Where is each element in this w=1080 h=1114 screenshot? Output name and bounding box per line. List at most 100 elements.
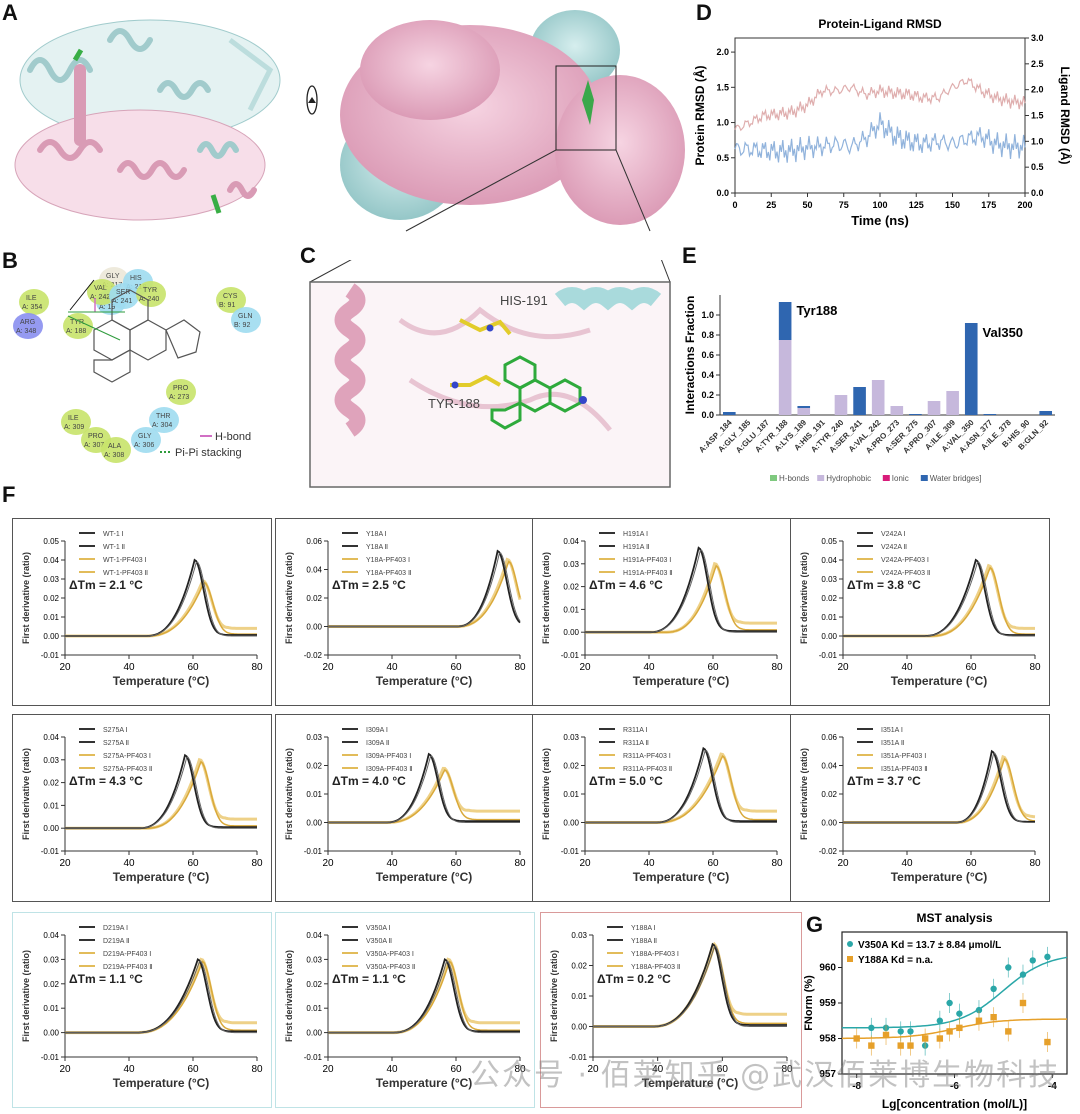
svg-text:0.02: 0.02 [306, 980, 322, 989]
svg-text:80: 80 [771, 858, 783, 869]
bar-A:VAL_242 [871, 380, 885, 415]
svg-text:First derivative (ratio): First derivative (ratio) [284, 552, 294, 644]
svg-text:0.02: 0.02 [821, 594, 837, 603]
svg-text:PRO: PRO [88, 433, 104, 440]
svg-text:WT-1 Ⅰ: WT-1 Ⅰ [103, 531, 124, 538]
svg-text:1.0: 1.0 [716, 118, 729, 128]
svg-text:FNorm (%): FNorm (%) [803, 975, 815, 1031]
svg-text:D219A-PF403 Ⅰ: D219A-PF403 Ⅰ [103, 951, 151, 958]
svg-text:V350A-PF403 Ⅰ: V350A-PF403 Ⅰ [366, 951, 414, 958]
annotation-his-191: HIS-191 [500, 293, 548, 308]
panel-label-c: C [300, 243, 316, 268]
svg-text:V350A-PF403 Ⅱ: V350A-PF403 Ⅱ [366, 964, 415, 971]
svg-text:ΔTm = 1.1 °C: ΔTm = 1.1 °C [69, 972, 143, 986]
svg-text:Lg[concentration (mol/L)]: Lg[concentration (mol/L)] [882, 1097, 1027, 1111]
svg-text:200: 200 [1017, 200, 1032, 210]
svg-text:A: 273: A: 273 [169, 394, 189, 401]
svg-text:B: 92: B: 92 [234, 322, 250, 329]
svg-text:A: 188: A: 188 [66, 328, 86, 335]
svg-text:H-bonds: H-bonds [779, 474, 809, 483]
svg-text:A: 308: A: 308 [104, 452, 124, 459]
svg-text:A: 242: A: 242 [90, 294, 110, 301]
svg-text:60: 60 [187, 662, 199, 673]
svg-text:A: 241: A: 241 [112, 298, 132, 305]
svg-text:SER: SER [116, 289, 130, 296]
svg-text:Temperature (°C): Temperature (°C) [891, 870, 988, 884]
svg-text:80: 80 [251, 662, 263, 673]
svg-text:20: 20 [837, 858, 849, 869]
svg-text:0.5: 0.5 [716, 153, 729, 163]
svg-text:0.01: 0.01 [563, 605, 579, 614]
svg-text:S275A Ⅱ: S275A Ⅱ [103, 740, 129, 747]
svg-text:V350A Ⅰ: V350A Ⅰ [366, 925, 391, 932]
svg-text:Y188A-PF403 Ⅰ: Y188A-PF403 Ⅰ [631, 951, 679, 958]
svg-text:60: 60 [707, 662, 719, 673]
svg-text:First derivative (ratio): First derivative (ratio) [284, 950, 294, 1042]
svg-text:0.00: 0.00 [306, 1029, 322, 1038]
svg-text:959: 959 [819, 998, 836, 1009]
svg-text:0.00: 0.00 [43, 824, 59, 833]
svg-text:0.00: 0.00 [821, 632, 837, 641]
svg-text:0.6: 0.6 [701, 350, 714, 360]
svg-text:ΔTm = 2.5 °C: ΔTm = 2.5 °C [332, 578, 406, 592]
bar-A:ILE_309 [946, 391, 959, 415]
svg-text:I309A Ⅱ: I309A Ⅱ [366, 740, 389, 747]
residue-pro-A273: PRO A: 273 [166, 379, 196, 405]
svg-text:-0.01: -0.01 [561, 651, 580, 660]
svg-text:Tyr188: Tyr188 [796, 303, 837, 318]
svg-text:0.02: 0.02 [306, 594, 322, 603]
svg-text:0.0: 0.0 [716, 188, 729, 198]
svg-text:D219A-PF403 Ⅱ: D219A-PF403 Ⅱ [103, 964, 153, 971]
svg-text:H191A Ⅰ: H191A Ⅰ [623, 531, 648, 538]
svg-text:0.04: 0.04 [821, 556, 837, 565]
dsf-plot-wt-1: 20 40 60 80 -0.01 0.00 0.01 0.02 0.03 0.04 0.05 Tem… [12, 518, 272, 706]
svg-text:0.02: 0.02 [571, 962, 587, 971]
svg-text:80: 80 [1029, 858, 1041, 869]
svg-text:R311A-PF403 Ⅱ: R311A-PF403 Ⅱ [623, 766, 672, 773]
watermark: 公众号 · 佰莱知乎 @武汉佰莱博生物科技 [470, 1058, 1061, 1093]
svg-text:Temperature (°C): Temperature (°C) [633, 674, 730, 688]
svg-text:First derivative (ratio): First derivative (ratio) [541, 552, 551, 644]
svg-text:First derivative (ratio): First derivative (ratio) [541, 748, 551, 840]
svg-text:100: 100 [872, 200, 887, 210]
svg-text:960: 960 [819, 963, 836, 974]
svg-text:A: 306: A: 306 [134, 442, 154, 449]
svg-text:A: 309: A: 309 [64, 424, 84, 431]
svg-text:40: 40 [386, 662, 398, 673]
dsf-plot-i309a: 20 40 60 80 -0.01 0.00 0.01 0.02 0.03 Temperature… [275, 714, 535, 902]
svg-text:2.0: 2.0 [716, 47, 729, 57]
svg-text:60: 60 [450, 662, 462, 673]
svg-text:ΔTm = 3.8 °C: ΔTm = 3.8 °C [847, 578, 921, 592]
svg-text:-4: -4 [1048, 1081, 1057, 1092]
svg-text:I309A-PF403 Ⅰ: I309A-PF403 Ⅰ [366, 753, 411, 760]
svg-text:0.00: 0.00 [563, 628, 579, 637]
residue-arg-A348: ARG A: 348 [13, 313, 43, 339]
residue-ser-A241: SER A: 241 [109, 283, 139, 309]
svg-text:80: 80 [771, 662, 783, 673]
svg-text:ILE: ILE [68, 415, 79, 422]
svg-text:GLY: GLY [106, 273, 120, 280]
svg-text:ΔTm = 2.1 °C: ΔTm = 2.1 °C [69, 578, 143, 592]
svg-text:80: 80 [251, 858, 263, 869]
svg-text:V350A Kd = 13.7 ± 8.84 μmol/L: V350A Kd = 13.7 ± 8.84 μmol/L [858, 940, 1001, 951]
svg-text:75: 75 [839, 200, 849, 210]
svg-text:ΔTm = 3.7 °C: ΔTm = 3.7 °C [847, 774, 921, 788]
svg-text:Temperature (°C): Temperature (°C) [376, 870, 473, 884]
svg-text:Y18A-PF403 Ⅱ: Y18A-PF403 Ⅱ [366, 570, 411, 577]
bar-A:PRO_273 [890, 406, 904, 415]
svg-text:60: 60 [707, 858, 719, 869]
bar-A:SER_241 [853, 387, 866, 415]
residue-ile-A309: ILE A: 309 [61, 409, 91, 435]
svg-text:A: 19: A: 19 [99, 304, 115, 311]
svg-text:Hydrophobic: Hydrophobic [826, 474, 871, 483]
svg-text:VAL: VAL [94, 285, 107, 292]
svg-text:0.01: 0.01 [306, 1004, 322, 1013]
svg-text:A: 240: A: 240 [139, 296, 159, 303]
svg-text:0.01: 0.01 [43, 613, 59, 622]
svg-text:V242A Ⅱ: V242A Ⅱ [881, 544, 907, 551]
svg-text:20: 20 [837, 662, 849, 673]
svg-text:H191A Ⅱ: H191A Ⅱ [623, 544, 649, 551]
surface-structure [340, 10, 685, 225]
svg-text:D219A Ⅰ: D219A Ⅰ [103, 925, 128, 932]
svg-text:0.04: 0.04 [43, 733, 59, 742]
